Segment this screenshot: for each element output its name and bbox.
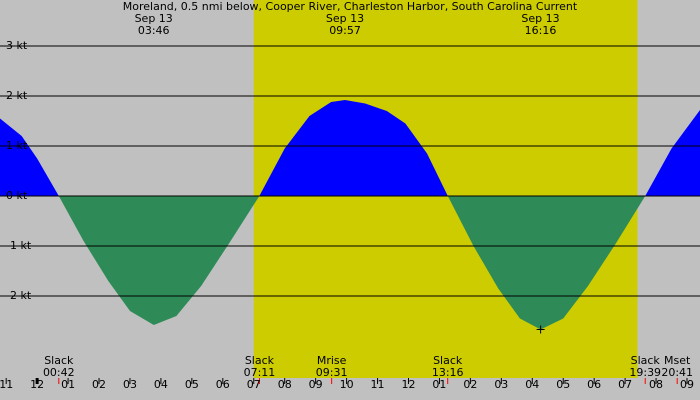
y-tick-label: 3 kt [6,39,28,52]
x-tick-label: 06 [216,378,230,391]
x-tick-label: 02 [463,378,477,391]
y-tick-label: -2 kt [6,289,32,302]
x-tick-label: 07 [618,378,632,391]
event-name: Slack [44,354,74,367]
event-name: Mrise [317,354,347,367]
event-time: 13:16 [432,366,464,379]
current-area [0,100,700,330]
y-tick-label: 2 kt [6,89,28,102]
extreme-time: 16:16 [525,24,557,37]
x-tick-label: 12 [401,378,415,391]
x-tick-label: 08 [278,378,292,391]
x-tick-label: 11 [371,378,385,391]
event-name: Slack [631,354,661,367]
event-name: Mset [664,354,691,367]
event-name: Slack [433,354,463,367]
x-tick-label: 02 [92,378,106,391]
event-time: 00:42 [43,366,75,379]
event-time: 19:39 [629,366,661,379]
extreme-date: Sep 13 [135,12,173,25]
extreme-time: 09:57 [329,24,361,37]
chart-title: Moreland, 0.5 nmi below, Cooper River, C… [123,0,578,13]
extreme-marker [536,325,545,334]
x-tick-label: 01 [61,378,75,391]
y-tick-label: -1 kt [6,239,32,252]
x-tick-label: 05 [185,378,199,391]
y-tick-label: 1 kt [6,139,28,152]
x-tick-label: 09 [680,378,694,391]
x-tick-label: 07 [247,378,261,391]
x-tick-label: 03 [123,378,137,391]
x-tick-label: 10 [340,378,354,391]
event-time: 07:11 [244,366,276,379]
x-tick-label: 04 [154,378,168,391]
x-tick-label: 04 [525,378,539,391]
event-time: 20:41 [661,366,693,379]
x-tick-label: 01 [432,378,446,391]
extreme-date: Sep 13 [326,12,364,25]
x-tick-label: 05 [556,378,570,391]
extreme-time: 03:46 [138,24,170,37]
extreme-date: Sep 13 [521,12,559,25]
y-tick-label: 0 kt [6,189,28,202]
x-tick-label: 03 [494,378,508,391]
x-tick-label: 06 [587,378,601,391]
event-name: Slack [245,354,275,367]
x-tick-label: 09 [309,378,323,391]
x-tick-label: 12 [30,378,44,391]
event-time: 09:31 [316,366,348,379]
x-tick-label: 08 [649,378,663,391]
x-tick-label: 11 [0,378,13,391]
